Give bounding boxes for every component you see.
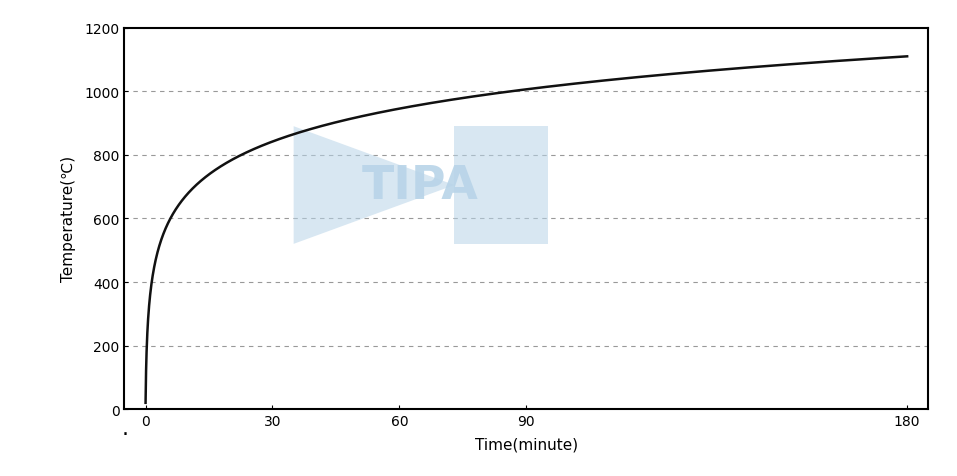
Polygon shape (455, 127, 547, 244)
Text: TIPA: TIPA (362, 163, 479, 208)
Y-axis label: Temperature(℃): Temperature(℃) (61, 156, 77, 282)
Text: ·: · (122, 424, 128, 444)
X-axis label: Time(minute): Time(minute) (475, 436, 578, 451)
Polygon shape (294, 127, 455, 244)
